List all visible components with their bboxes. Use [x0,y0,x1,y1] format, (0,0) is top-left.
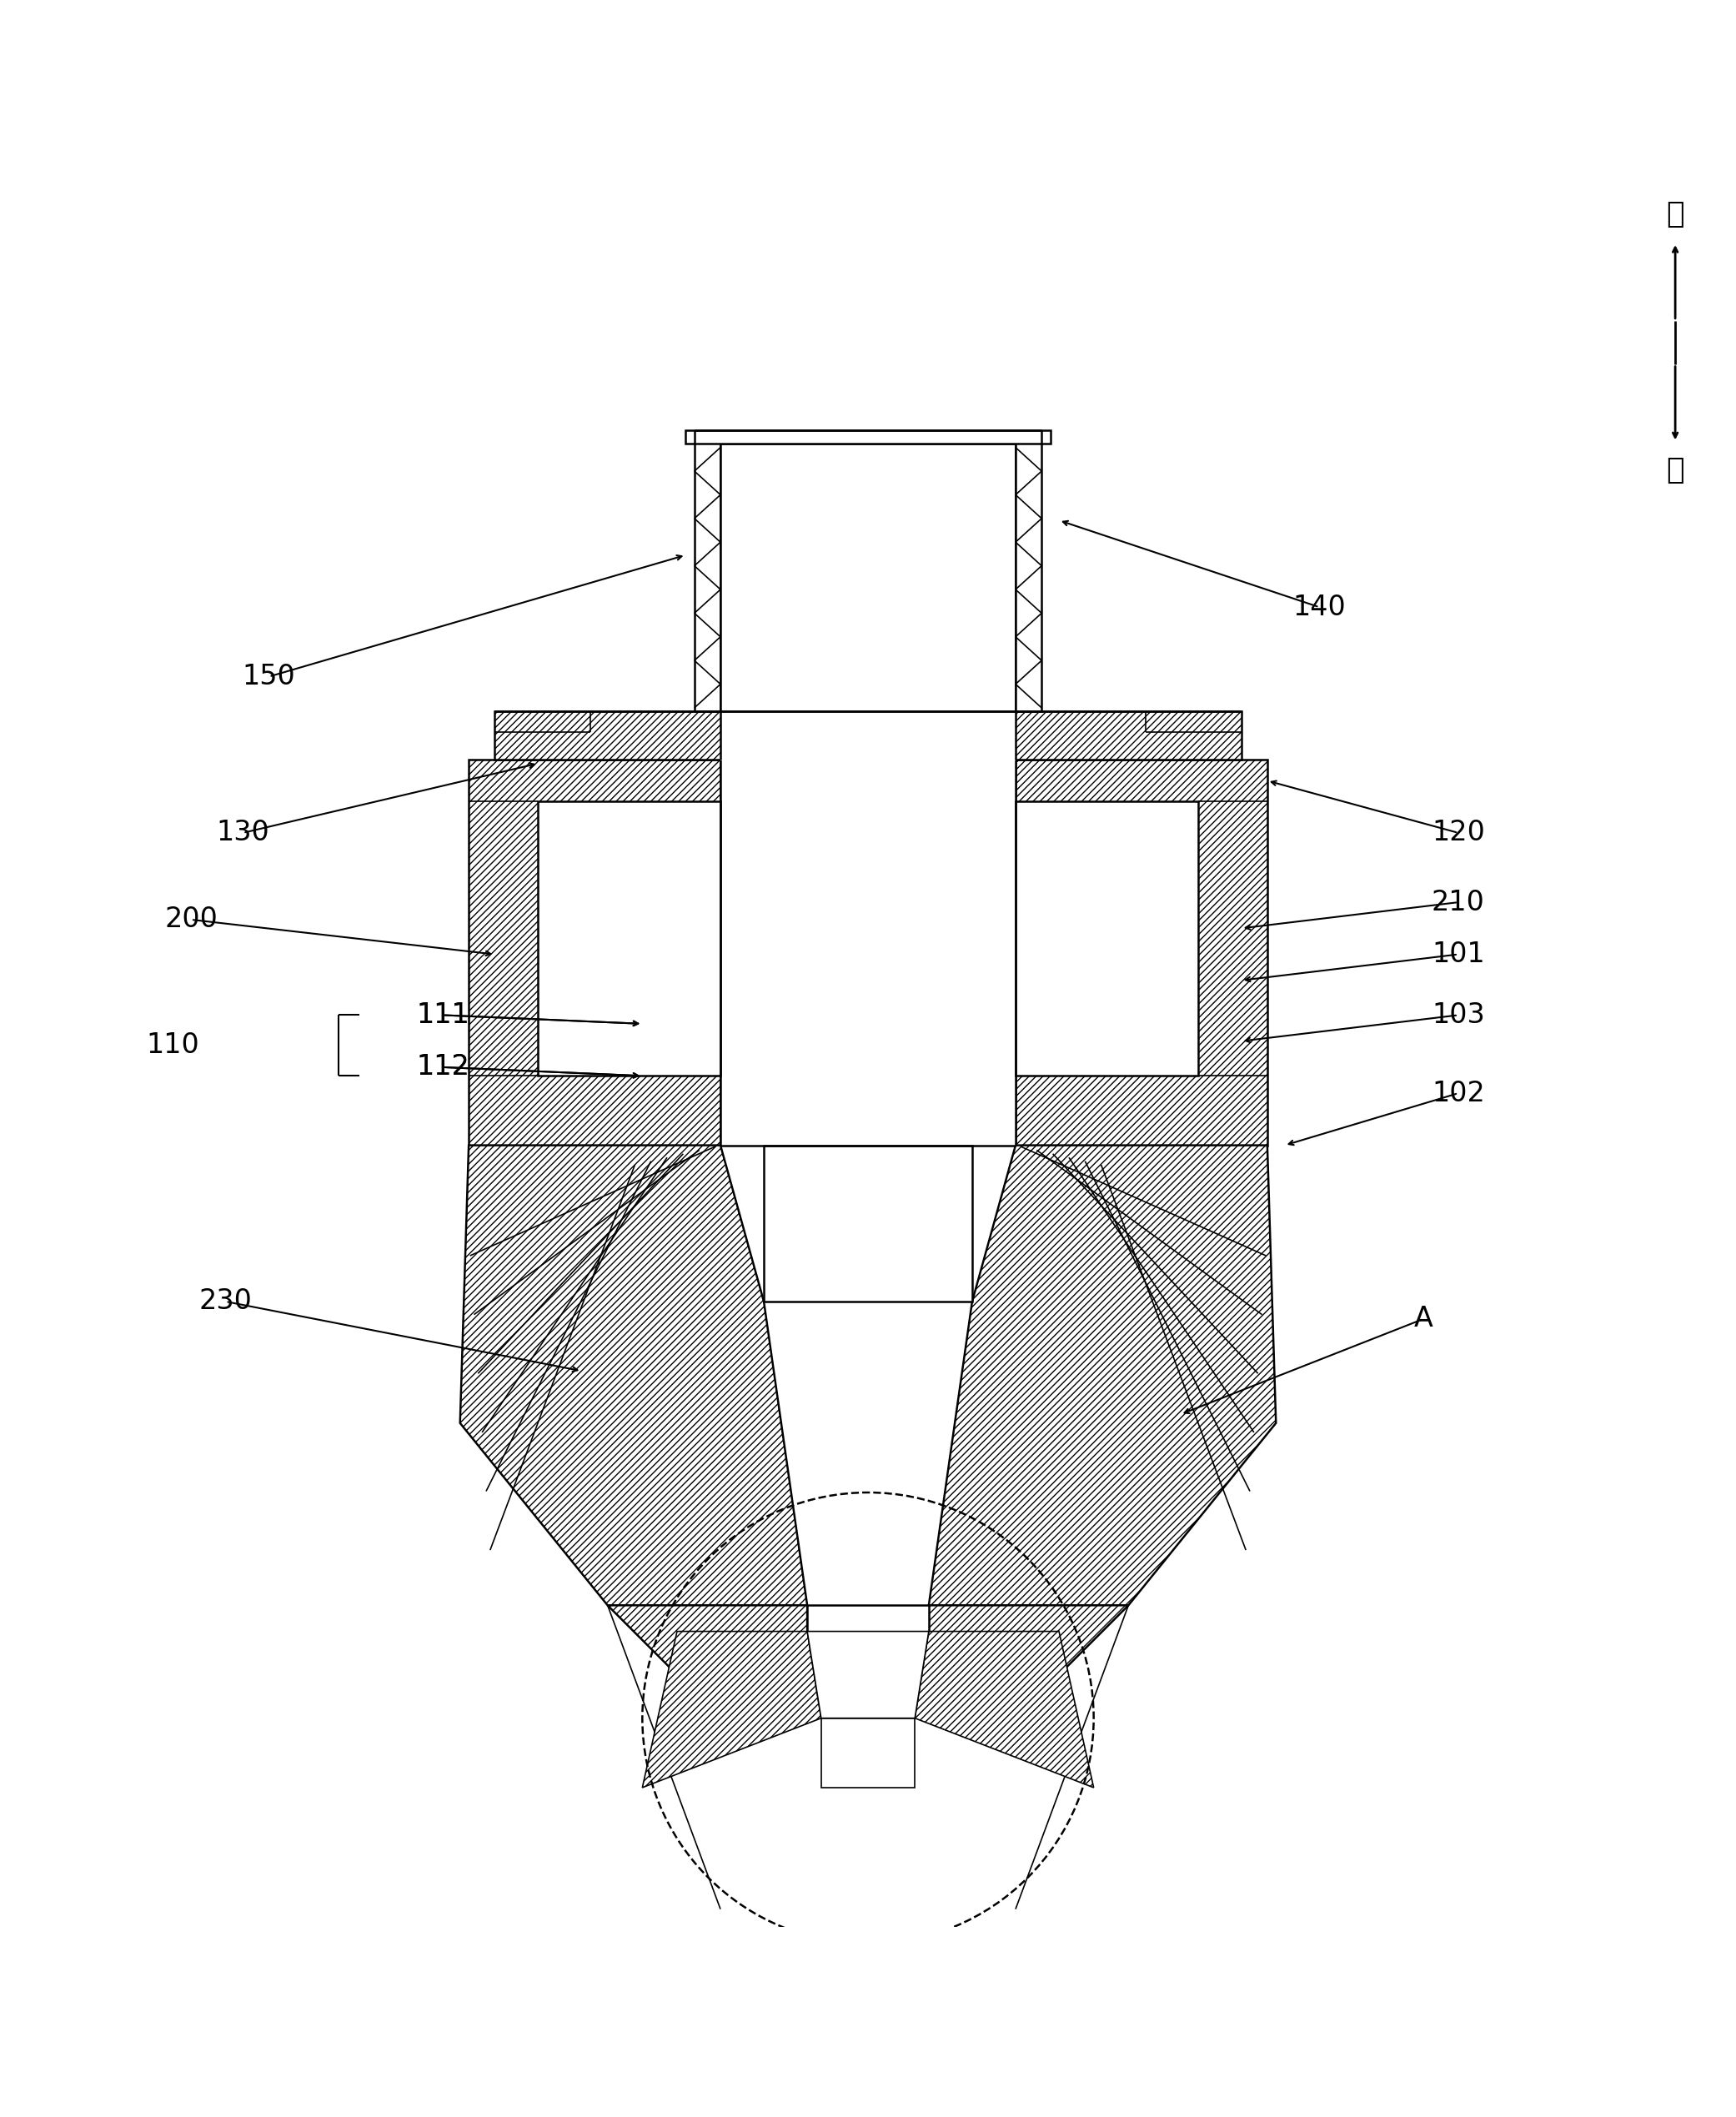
Text: 111: 111 [417,1001,469,1029]
Polygon shape [929,1605,1128,1675]
Text: 230: 230 [200,1287,252,1315]
Bar [720,760,1016,1145]
Bar [764,1145,972,1302]
Polygon shape [929,1145,1276,1605]
Text: 112: 112 [417,1054,469,1082]
Bar [686,430,1050,445]
Polygon shape [469,760,720,1145]
Text: 上: 上 [1667,201,1684,229]
Text: A: A [1415,1306,1432,1332]
Text: 150: 150 [243,663,295,690]
Text: 101: 101 [1432,940,1484,967]
Bar [720,445,1016,711]
Text: 200: 200 [165,906,217,934]
Text: 210: 210 [1432,889,1484,917]
Bar [807,1649,929,1675]
Text: 130: 130 [217,819,269,847]
Polygon shape [608,1605,807,1675]
Polygon shape [807,1605,929,1649]
Polygon shape [915,1632,1094,1787]
Bar [821,1719,915,1787]
Polygon shape [642,1632,821,1787]
Text: 120: 120 [1432,819,1484,847]
Bar [1016,802,1198,1075]
Text: 下: 下 [1667,455,1684,485]
Text: 102: 102 [1432,1080,1484,1107]
Bar [1016,711,1241,760]
Text: 111: 111 [417,1001,469,1029]
Polygon shape [1016,760,1267,1145]
Polygon shape [460,1145,807,1605]
Text: 110: 110 [146,1031,200,1058]
Text: 112: 112 [417,1054,469,1082]
Polygon shape [807,1632,929,1719]
Bar [538,802,720,1075]
Bar [495,711,720,760]
Text: 103: 103 [1432,1001,1484,1029]
Text: 140: 140 [1293,593,1345,620]
